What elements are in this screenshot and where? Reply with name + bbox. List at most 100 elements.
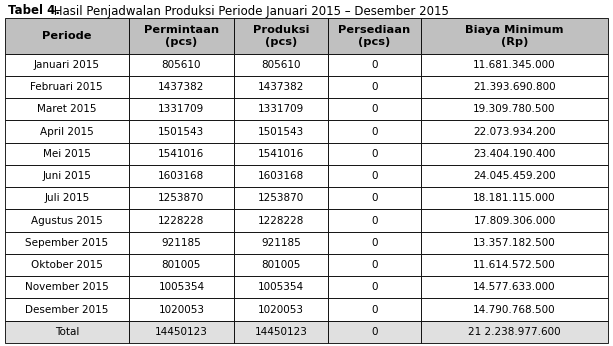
Text: Permintaan
(pcs): Permintaan (pcs) [144,25,219,47]
Text: 805610: 805610 [162,60,201,70]
Text: 0: 0 [371,60,378,70]
Bar [234,187,327,209]
Text: 21.393.690.800: 21.393.690.800 [473,82,556,92]
Bar [327,276,421,299]
Text: 805610: 805610 [261,60,300,70]
Text: Februari 2015: Februari 2015 [31,82,103,92]
Text: 23.404.190.400: 23.404.190.400 [473,149,556,159]
Bar [129,254,234,276]
Bar [129,120,234,143]
Text: 0: 0 [371,282,378,292]
Bar [5,299,129,321]
Bar [421,143,608,165]
Text: 13.357.182.500: 13.357.182.500 [473,238,556,248]
Text: 14.577.633.000: 14.577.633.000 [473,282,556,292]
Text: 0: 0 [371,260,378,270]
Bar [327,254,421,276]
Bar [5,98,129,120]
Bar [129,18,234,54]
Bar [421,299,608,321]
Text: 21 2.238.977.600: 21 2.238.977.600 [468,327,561,337]
Text: 14.790.768.500: 14.790.768.500 [473,304,556,315]
Bar [421,321,608,343]
Bar [327,299,421,321]
Bar [129,76,234,98]
Text: Juli 2015: Juli 2015 [44,193,89,203]
Text: 1501543: 1501543 [257,127,304,137]
Text: 0: 0 [371,82,378,92]
Bar [5,254,129,276]
Text: 0: 0 [371,238,378,248]
Text: Biaya Minimum
(Rp): Biaya Minimum (Rp) [465,25,564,47]
Text: Januari 2015: Januari 2015 [34,60,100,70]
Bar [421,254,608,276]
Bar [421,165,608,187]
Text: Sepember 2015: Sepember 2015 [25,238,109,248]
Text: 1253870: 1253870 [257,193,304,203]
Text: 1331709: 1331709 [158,104,205,114]
Text: 801005: 801005 [261,260,300,270]
Bar [421,98,608,120]
Text: Total: Total [55,327,79,337]
Text: 0: 0 [371,127,378,137]
Text: Desember 2015: Desember 2015 [25,304,109,315]
Bar [421,276,608,299]
Bar [421,76,608,98]
Text: 1437382: 1437382 [158,82,205,92]
Bar [327,120,421,143]
Bar [421,187,608,209]
Bar [234,165,327,187]
Bar [234,276,327,299]
Text: 11.614.572.500: 11.614.572.500 [473,260,556,270]
Text: 1603168: 1603168 [257,171,304,181]
Text: 1020053: 1020053 [158,304,204,315]
Bar [5,187,129,209]
Text: 14450123: 14450123 [155,327,208,337]
Text: 1228228: 1228228 [257,216,304,226]
Text: Periode: Periode [42,31,91,41]
Bar [234,76,327,98]
Text: Oktober 2015: Oktober 2015 [31,260,103,270]
Text: 1603168: 1603168 [158,171,205,181]
Bar [327,98,421,120]
Text: Produksi
(pcs): Produksi (pcs) [253,25,309,47]
Bar [421,18,608,54]
Text: 22.073.934.200: 22.073.934.200 [473,127,556,137]
Text: 0: 0 [371,327,378,337]
Text: November 2015: November 2015 [25,282,109,292]
Text: 801005: 801005 [162,260,201,270]
Text: 0: 0 [371,149,378,159]
Bar [5,18,129,54]
Bar [234,54,327,76]
Bar [129,299,234,321]
Bar [5,321,129,343]
Text: 18.181.115.000: 18.181.115.000 [473,193,556,203]
Bar [5,276,129,299]
Bar [234,254,327,276]
Text: 0: 0 [371,104,378,114]
Text: 0: 0 [371,216,378,226]
Text: 1331709: 1331709 [257,104,304,114]
Bar [234,98,327,120]
Text: Maret 2015: Maret 2015 [37,104,97,114]
Bar [421,232,608,254]
Text: Juni 2015: Juni 2015 [42,171,91,181]
Text: 11.681.345.000: 11.681.345.000 [473,60,556,70]
Text: 1541016: 1541016 [257,149,304,159]
Text: 1253870: 1253870 [158,193,205,203]
Text: Hasil Penjadwalan Produksi Periode Januari 2015 – Desember 2015: Hasil Penjadwalan Produksi Periode Janua… [50,4,449,18]
Bar [327,143,421,165]
Text: 0: 0 [371,304,378,315]
Bar [5,54,129,76]
Bar [234,18,327,54]
Text: 19.309.780.500: 19.309.780.500 [473,104,556,114]
Bar [5,209,129,232]
Text: Tabel 4.: Tabel 4. [8,4,60,18]
Bar [327,18,421,54]
Text: 0: 0 [371,193,378,203]
Text: Mei 2015: Mei 2015 [43,149,91,159]
Bar [234,143,327,165]
Bar [129,98,234,120]
Bar [234,209,327,232]
Bar [327,76,421,98]
